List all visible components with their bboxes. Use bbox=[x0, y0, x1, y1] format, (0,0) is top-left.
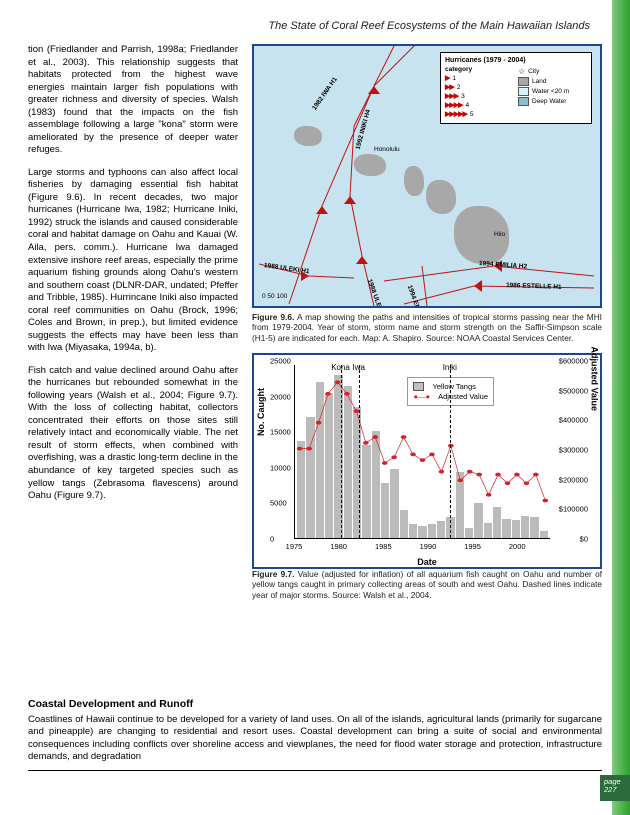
event-line bbox=[359, 365, 360, 538]
x-tick: 1975 bbox=[286, 542, 303, 551]
x-tick: 1995 bbox=[464, 542, 481, 551]
x-tick: 2000 bbox=[509, 542, 526, 551]
section-body: Coastlines of Hawaii continue to be deve… bbox=[28, 714, 602, 764]
map-scale: 0 50 100 bbox=[262, 293, 287, 300]
caption-text: Value (adjusted for inflation) of all aq… bbox=[252, 569, 602, 600]
y-tick: 20000 bbox=[270, 392, 291, 401]
body-text-column: tion (Friedlander and Parrish, 1998a; Fr… bbox=[28, 44, 238, 610]
y2-tick: $200000 bbox=[559, 475, 588, 484]
bottom-section: Coastal Development and Runoff Coastline… bbox=[28, 694, 602, 771]
caption-text: A map showing the paths and intensities … bbox=[252, 312, 602, 343]
cat-item: 2 bbox=[457, 84, 461, 91]
y2-tick: $300000 bbox=[559, 446, 588, 455]
figure-9-6: 1982 IWA H1 1992 INIKI H4 1988 ULEKI H1 … bbox=[252, 44, 602, 308]
event-label: Iniki bbox=[443, 363, 457, 372]
y2-axis-label: Adjusted Value bbox=[590, 347, 600, 412]
legend-series1: Yellow Tangs bbox=[433, 382, 476, 391]
cat-item: 4 bbox=[466, 102, 470, 109]
event-line bbox=[450, 365, 451, 538]
y-tick: 15000 bbox=[270, 428, 291, 437]
x-tick: 1985 bbox=[375, 542, 392, 551]
legend-title: Hurricanes (1979 - 2004) bbox=[445, 57, 587, 64]
legend-city: City bbox=[528, 68, 539, 75]
bottom-rule bbox=[28, 770, 602, 771]
y2-tick: $400000 bbox=[559, 416, 588, 425]
paragraph-2: Large storms and typhoons can also affec… bbox=[28, 167, 238, 355]
city-label: Hilo bbox=[494, 231, 505, 238]
cat-item: 3 bbox=[461, 93, 465, 100]
y-tick: 0 bbox=[270, 535, 274, 544]
y-axis-label: No. Caught bbox=[256, 388, 266, 436]
figure-9-7-caption: Figure 9.7. Value (adjusted for inflatio… bbox=[252, 569, 602, 600]
y2-tick: $600000 bbox=[559, 357, 588, 366]
legend-shallow: Water <20 m bbox=[532, 88, 569, 95]
map-legend: Hurricanes (1979 - 2004) category ▶1 ▶▶2… bbox=[440, 52, 592, 124]
side-green-bar bbox=[612, 0, 630, 815]
section-heading: Coastal Development and Runoff bbox=[28, 698, 602, 712]
legend-land: Land bbox=[532, 78, 546, 85]
caption-prefix: Figure 9.7. bbox=[252, 569, 294, 579]
y-tick: 25000 bbox=[270, 357, 291, 366]
page-title: The State of Coral Reef Ecosystems of th… bbox=[0, 20, 600, 32]
event-label: Iwa bbox=[353, 363, 365, 372]
city-label: Honolulu bbox=[374, 146, 400, 153]
x-tick: 1980 bbox=[330, 542, 347, 551]
y2-tick: $500000 bbox=[559, 386, 588, 395]
y-tick: 10000 bbox=[270, 463, 291, 472]
paragraph-1: tion (Friedlander and Parrish, 1998a; Fr… bbox=[28, 44, 238, 157]
x-tick: 1990 bbox=[420, 542, 437, 551]
map-canvas: 1982 IWA H1 1992 INIKI H4 1988 ULEKI H1 … bbox=[254, 46, 600, 306]
figure-9-7: No. Caught Adjusted Value Date Yellow Ta… bbox=[252, 353, 602, 569]
legend-cat-label: category bbox=[445, 66, 514, 73]
page-number: 227 bbox=[604, 785, 617, 794]
legend-deep: Deep Water bbox=[532, 98, 566, 105]
y2-tick: $100000 bbox=[559, 505, 588, 514]
legend-series2: Adjusted Value bbox=[438, 392, 488, 401]
event-label: Kona bbox=[331, 363, 350, 372]
y-tick: 5000 bbox=[270, 499, 287, 508]
figures-column: 1982 IWA H1 1992 INIKI H4 1988 ULEKI H1 … bbox=[252, 44, 602, 610]
cat-item: 5 bbox=[470, 111, 474, 118]
event-line bbox=[341, 365, 342, 538]
y2-tick: $0 bbox=[580, 535, 588, 544]
x-axis-label: Date bbox=[417, 557, 437, 567]
chart-plot-area: Yellow Tangs ●—● Adjusted Value KonaIwaI… bbox=[294, 365, 550, 539]
caption-prefix: Figure 9.6. bbox=[252, 312, 294, 322]
main-content: tion (Friedlander and Parrish, 1998a; Fr… bbox=[28, 44, 602, 610]
cat-item: 1 bbox=[452, 75, 456, 82]
page-number-badge: page 227 bbox=[600, 775, 630, 801]
figure-9-6-caption: Figure 9.6. A map showing the paths and … bbox=[252, 312, 602, 343]
paragraph-3: Fish catch and value declined around Oah… bbox=[28, 365, 238, 503]
